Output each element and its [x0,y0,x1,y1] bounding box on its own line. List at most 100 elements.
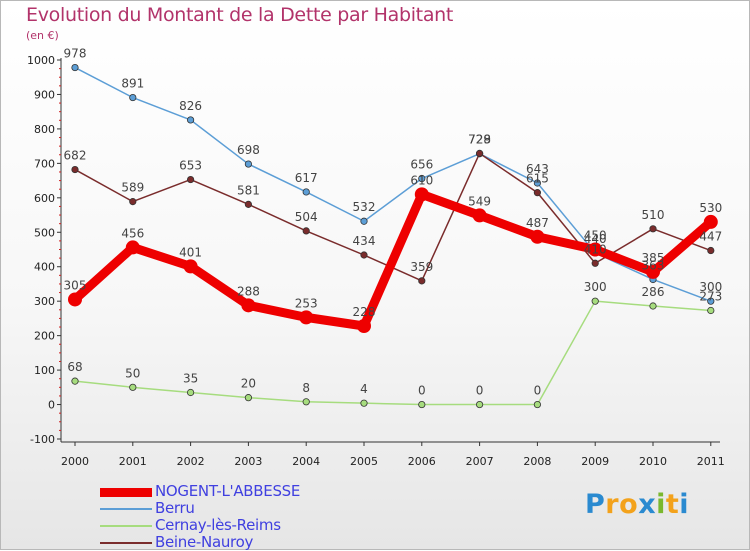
y-tick-label: 700 [34,157,55,170]
data-point [129,198,137,206]
data-point [533,400,542,409]
data-point [71,165,79,174]
data-point [646,264,660,279]
data-label: 456 [121,226,144,240]
data-point [125,240,140,255]
data-point [299,310,314,325]
data-point [475,149,484,157]
y-tick-label: 200 [34,330,55,343]
data-point [707,306,715,315]
data-point [302,188,310,196]
y-tick-label: 1000 [27,54,55,67]
data-label: 826 [179,99,202,113]
proxiti-logo: Proxiti [585,489,689,520]
data-point [707,297,715,305]
data-label: 288 [237,284,260,298]
x-tick-label: 2001 [119,455,147,468]
data-point [649,302,657,310]
data-point [588,242,603,257]
data-label: 410 [584,242,607,256]
data-label: 68 [67,360,82,374]
data-label: 615 [526,172,549,186]
logo-letter: i [656,489,666,520]
data-label: 487 [526,216,549,230]
data-point [68,292,82,307]
data-label: 359 [410,260,433,274]
data-label: 300 [584,280,607,294]
x-tick-label: 2010 [639,455,667,468]
data-label: 440 [584,232,607,246]
logo-letter: P [585,489,606,520]
data-label: 273 [699,289,722,303]
data-point [418,400,426,409]
data-label: 20 [241,377,256,391]
chart-subtitle: (en €) [26,29,59,42]
data-label: 4 [360,382,368,396]
legend-label-nogent: NOGENT-L'ABBESSE [155,482,301,500]
data-label: 643 [526,162,549,176]
data-label: 589 [121,181,144,195]
data-point [418,174,426,183]
series-line [74,300,712,406]
data-label: 891 [121,77,144,91]
series-points [68,63,718,409]
y-tick-label: 300 [34,295,55,308]
x-tick-label: 2004 [292,455,320,468]
data-label: 434 [353,234,376,248]
data-label: 286 [642,285,665,299]
legend-swatch-cernay [100,525,152,527]
data-point [71,377,79,385]
data-point [302,398,310,406]
logo-letter: i [679,489,690,520]
series-line [70,189,716,331]
y-tick-label: -100 [30,433,55,446]
data-point [241,298,256,313]
data-label: 504 [295,210,318,224]
legend-label-berru: Berru [155,499,195,517]
data-label: 549 [468,194,491,208]
data-label: 0 [476,384,484,398]
data-label: 50 [125,366,140,380]
data-point [418,277,426,285]
data-point [360,399,368,407]
data-point [414,187,429,202]
logo-letter: t [665,489,680,520]
y-tick-label: 0 [48,399,55,412]
data-point [360,251,368,259]
data-point [472,208,487,223]
data-point [187,116,195,124]
legend-swatch-berru [100,508,152,510]
legend-label-cernay: Cernay-lès-Reims [155,516,281,534]
data-label: 253 [295,296,318,310]
legend-label-beine: Beine-Nauroy [155,533,254,551]
data-label: 0 [534,384,542,398]
data-label: 228 [353,305,376,319]
data-point [649,225,657,233]
series-lines [70,66,716,406]
data-label: 401 [179,245,202,259]
data-point [183,259,198,274]
logo-letter: r [605,489,620,520]
data-point [591,297,599,305]
x-tick-label: 2011 [697,455,725,468]
legend-swatch-beine [100,542,152,544]
data-point [71,63,79,72]
data-label: 682 [64,149,87,163]
data-point [129,383,137,391]
x-tick-label: 2009 [581,455,609,468]
data-label: 447 [699,230,722,244]
x-tick-label: 2008 [523,455,551,468]
data-point [530,229,545,244]
x-tick-label: 2003 [234,455,262,468]
y-tick-label: 100 [34,364,55,377]
data-point [591,259,599,267]
x-tick-label: 2007 [466,455,494,468]
data-label: 510 [642,208,665,222]
logo-letter: x [638,489,657,520]
data-point [360,217,368,225]
data-label: 385 [642,251,665,265]
data-label: 8 [302,381,310,395]
data-point [244,200,252,208]
